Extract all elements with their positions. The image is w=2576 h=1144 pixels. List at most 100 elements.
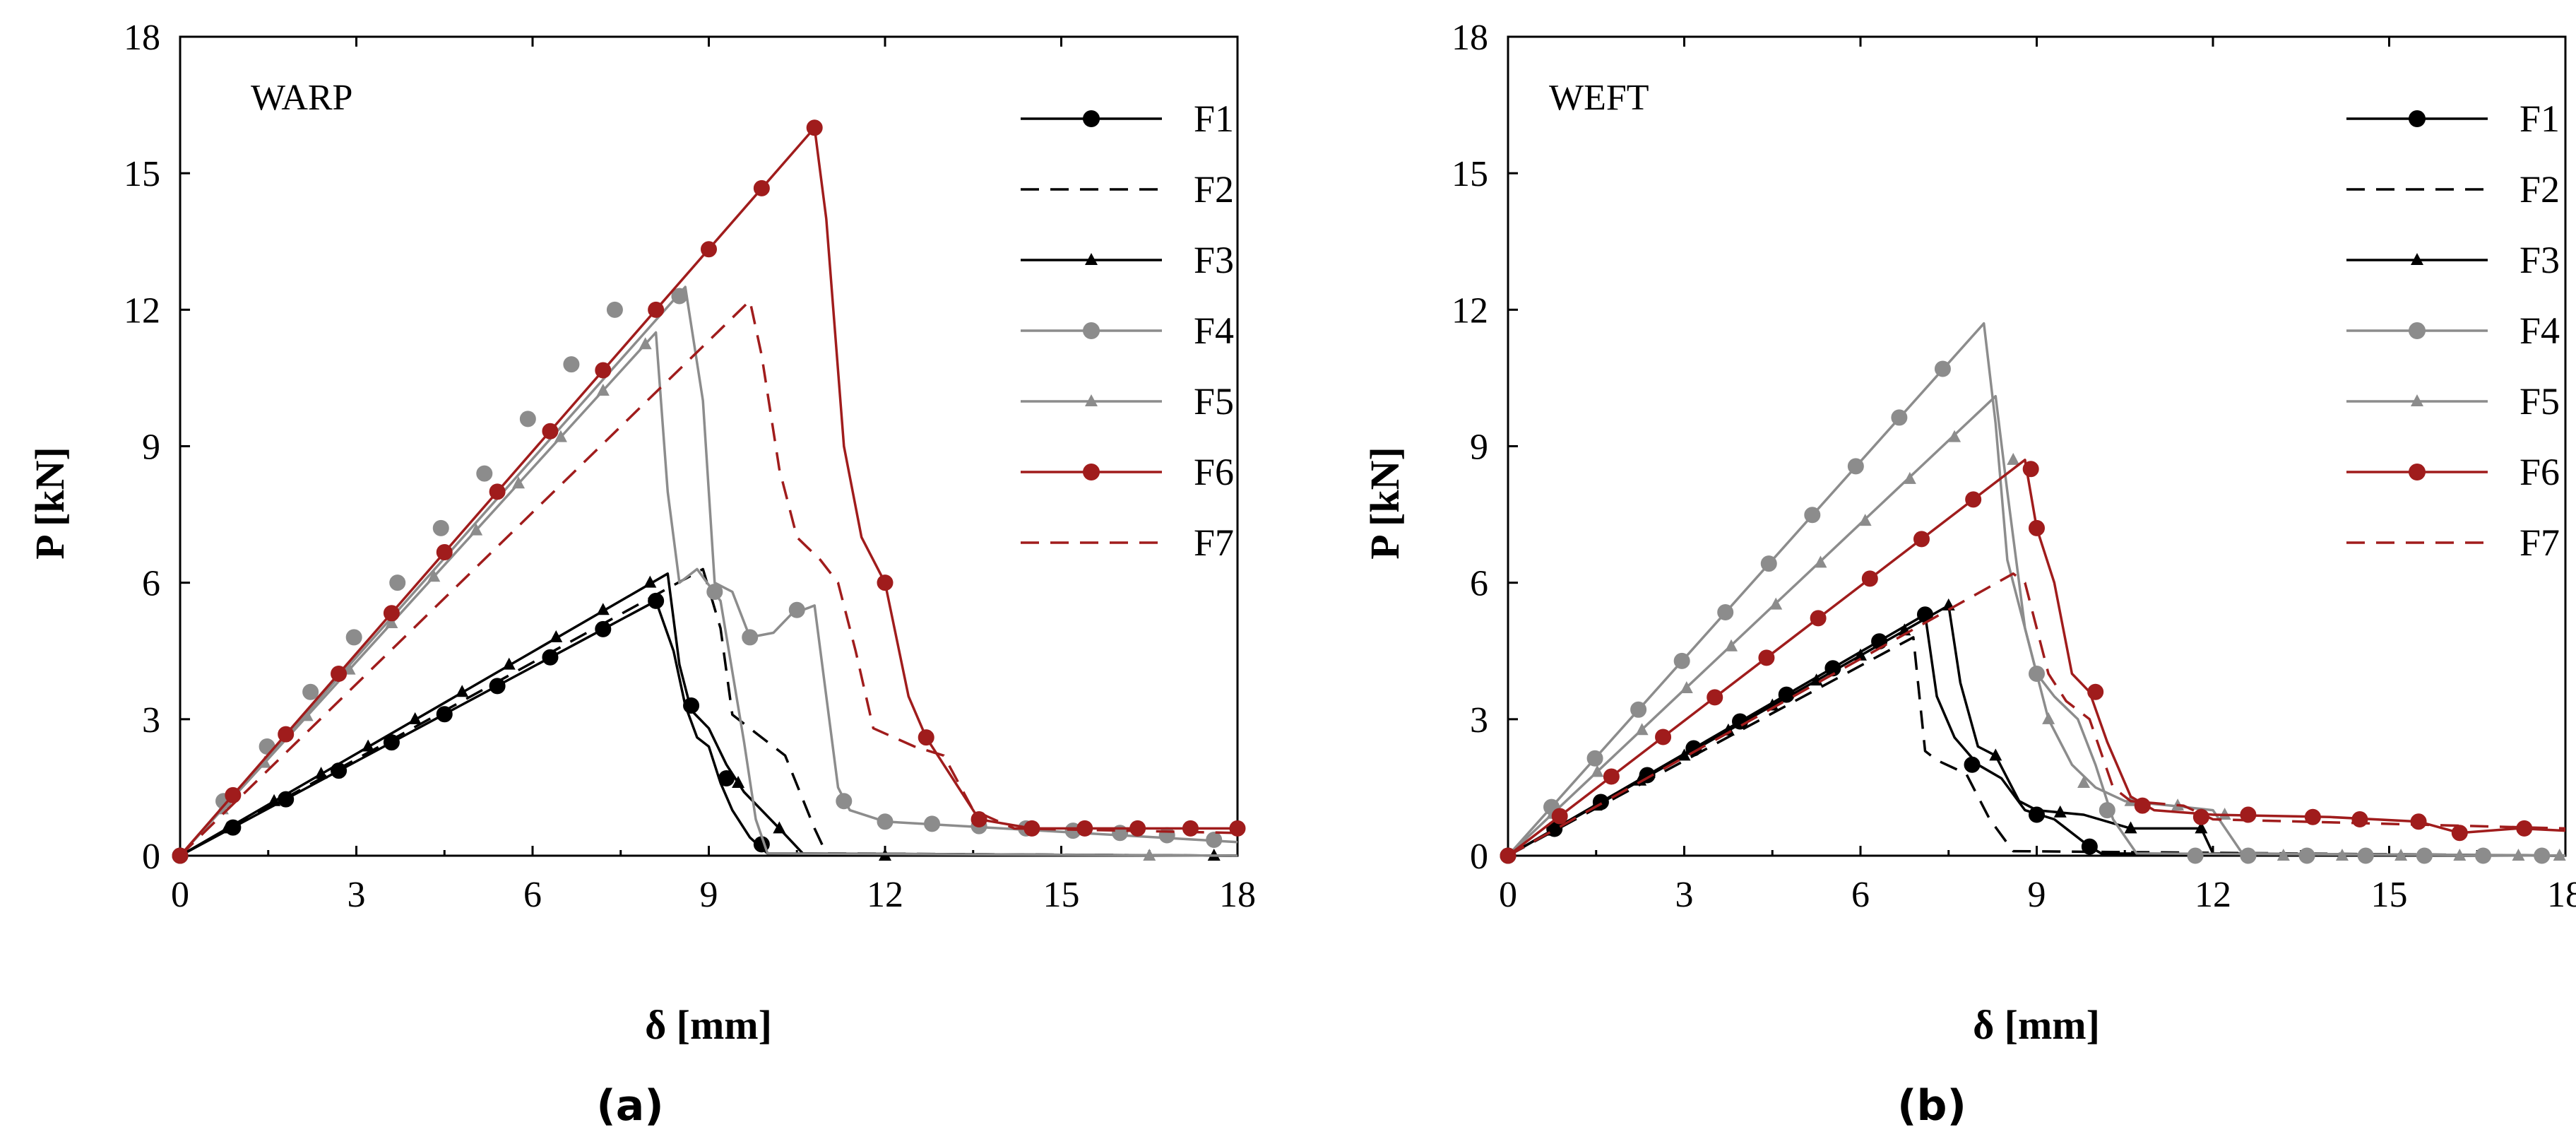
data-point-f6	[1129, 820, 1146, 837]
data-point-f1	[436, 706, 453, 723]
data-point-f5	[258, 755, 271, 768]
legend-label-f1: F1	[1194, 98, 1234, 140]
data-point-f3	[2124, 821, 2137, 834]
data-point-f6	[2087, 683, 2104, 700]
data-point-f5	[1814, 555, 1827, 568]
data-point-f3	[1989, 748, 2002, 761]
legend-marker	[1083, 110, 1100, 127]
data-point-f6	[1182, 820, 1199, 837]
data-point-f6	[1707, 689, 1723, 706]
data-point-f4	[877, 813, 894, 830]
data-point-f4	[1891, 409, 1908, 426]
data-point-f6	[1603, 768, 1620, 785]
data-point-f4	[924, 815, 941, 832]
data-point-f3	[1854, 648, 1867, 661]
legend-marker	[2409, 464, 2426, 480]
y-tick-label: 18	[124, 18, 160, 58]
data-point-f6	[1655, 729, 1672, 745]
data-point-f6	[436, 544, 453, 561]
x-tick-label: 0	[1499, 875, 1517, 915]
data-point-f5	[2042, 712, 2055, 724]
y-tick-label: 15	[124, 154, 160, 194]
data-point-f3	[1721, 723, 1735, 736]
data-point-f5	[554, 430, 567, 442]
legend-marker	[1083, 322, 1100, 339]
data-point-f5	[1903, 471, 1916, 484]
data-point-f5	[300, 709, 314, 721]
data-point-f3	[314, 767, 328, 779]
data-point-f1	[542, 649, 559, 666]
y-tick-label: 18	[1452, 18, 1488, 58]
y-tick-label: 12	[1452, 290, 1488, 331]
data-point-f6	[2410, 813, 2427, 830]
series-line-f7	[179, 299, 1238, 857]
y-tick-label: 0	[142, 837, 160, 877]
caption-b: (b)	[1897, 1081, 1966, 1131]
data-point-f4	[563, 356, 580, 373]
legend-label-f1: F1	[2519, 98, 2560, 140]
x-tick-label: 15	[2371, 875, 2408, 915]
data-point-f6	[542, 423, 559, 440]
data-point-f5	[2218, 808, 2231, 820]
data-point-f4	[519, 411, 536, 427]
series-line-f6	[1507, 459, 2566, 857]
x-tick-label: 9	[2028, 875, 2046, 915]
data-point-f6	[1758, 649, 1775, 666]
axes: 0 3 6 9 12 15 18 0 3 6 9 12 15 18	[124, 18, 1256, 915]
legend-marker	[1083, 464, 1100, 480]
data-point-f4	[1206, 831, 1223, 848]
data-point-f5	[2277, 849, 2290, 861]
data-point-f6	[278, 726, 295, 743]
data-point-f4	[1934, 360, 1951, 377]
y-tick-label: 15	[1452, 154, 1488, 194]
legend: F1 F2 F3 F4 F5 F6 F7	[1021, 98, 1234, 564]
data-point-f4	[1630, 701, 1647, 718]
data-point-f6	[2351, 810, 2368, 827]
data-point-f6	[1076, 820, 1093, 837]
legend-label-f2: F2	[2519, 168, 2560, 211]
data-point-f4	[1760, 555, 1777, 572]
data-point-f5	[596, 383, 610, 396]
legend-marker	[1085, 394, 1098, 406]
legend-marker	[2409, 110, 2426, 127]
legend-marker	[2411, 394, 2423, 406]
data-point-f3	[684, 698, 698, 711]
data-point-f6	[1965, 491, 1982, 508]
data-point-f5	[512, 476, 526, 489]
series-line-f7	[1507, 572, 2566, 857]
data-point-f3	[550, 630, 563, 642]
data-point-f4	[1804, 507, 1821, 524]
data-point-f3	[456, 685, 469, 697]
data-point-f6	[2134, 797, 2151, 814]
series-layer	[172, 119, 1246, 864]
data-point-f4	[2240, 847, 2257, 864]
data-point-f4	[742, 629, 759, 646]
data-point-f4	[1158, 827, 1175, 844]
legend-marker	[2411, 253, 2423, 265]
series-layer	[1500, 322, 2566, 864]
data-point-f5	[1858, 514, 1872, 526]
y-tick-label: 3	[1470, 700, 1488, 741]
legend-label-f2: F2	[1194, 168, 1234, 211]
data-point-f3	[1678, 748, 1691, 761]
data-point-f6	[1861, 570, 1878, 587]
data-point-f4	[476, 465, 493, 482]
legend-label-f6: F6	[1194, 451, 1234, 493]
y-tick-label: 3	[142, 700, 160, 741]
legend-label-f5: F5	[2519, 380, 2560, 423]
data-point-f6	[331, 665, 348, 682]
data-point-f3	[2195, 821, 2208, 834]
data-point-f3	[732, 775, 745, 788]
y-axis-title: P [kN]	[1362, 447, 1408, 560]
data-point-f4	[788, 601, 805, 618]
caption-a: (a)	[596, 1081, 663, 1131]
x-tick-label: 9	[700, 875, 718, 915]
y-tick-label: 9	[142, 427, 160, 468]
y-tick-label: 0	[1470, 837, 1488, 877]
x-tick-label: 6	[1851, 875, 1870, 915]
data-point-f3	[643, 575, 657, 588]
y-tick-label: 6	[1470, 564, 1488, 604]
data-point-f4	[2357, 847, 2374, 864]
x-tick-label: 15	[1043, 875, 1080, 915]
data-point-f1	[1964, 756, 1981, 773]
